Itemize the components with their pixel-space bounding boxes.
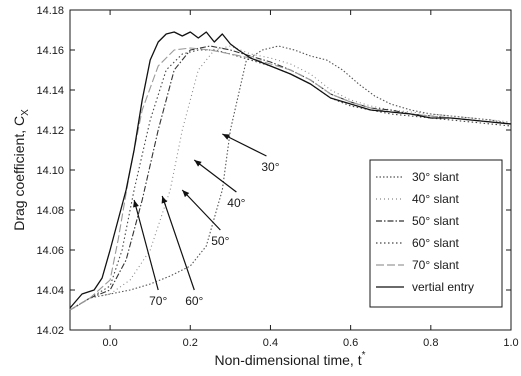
legend: 30° slant 40° slant 50° slant 60° slant 70° …: [369, 159, 503, 308]
x-tick-label: 0.2: [183, 337, 198, 349]
legend-box: [369, 159, 503, 308]
legend-label: 70° slant: [412, 258, 459, 272]
y-tick-label: 14.14: [36, 85, 64, 97]
y-tick-label: 14.18: [36, 5, 64, 17]
annotation-arrowhead: [133, 200, 139, 208]
y-tick-label: 14.10: [36, 165, 64, 177]
annotation-arrow-line: [133, 199, 159, 291]
x-axis-title: Non-dimensional time, t*: [215, 350, 366, 368]
annotation-arrow-line: [222, 133, 267, 157]
annotation-arrowhead: [194, 160, 202, 167]
x-tick-label: 0.4: [263, 337, 278, 349]
annotation-label: 60°: [185, 294, 203, 308]
annotation-arrow-line: [181, 189, 221, 231]
annotation-arrowhead: [222, 134, 230, 140]
annotation-arrowhead: [161, 196, 168, 204]
annotation-label: 50°: [211, 234, 229, 248]
y-axis-title: Drag coefficient, CX: [11, 109, 31, 231]
series-layer: [69, 31, 512, 311]
y-tick-label: 14.12: [36, 125, 64, 137]
y-axis-title-subscript: X: [20, 109, 31, 116]
annotation-label: 70°: [149, 294, 167, 308]
series-line-6: [69, 31, 512, 309]
y-tick-label: 14.16: [36, 45, 64, 57]
annotation-arrow-line: [161, 195, 195, 291]
legend-label: 30° slant: [412, 170, 459, 184]
x-axis-title-text: Non-dimensional time, t: [215, 352, 362, 368]
x-tick-label: 0.0: [102, 337, 117, 349]
legend-label: vertial entry: [412, 280, 474, 294]
legend-label: 60° slant: [412, 236, 459, 250]
y-tick-label: 14.08: [36, 205, 64, 217]
annotation-layer: 30° 40° 50° 60° 70°: [133, 133, 280, 308]
x-tick-label: 1.0: [503, 337, 518, 349]
y-tick-label: 14.04: [36, 285, 64, 297]
series-line-3: [69, 45, 512, 311]
annotation-arrowhead: [182, 190, 190, 198]
y-tick-label: 14.02: [36, 325, 64, 337]
legend-label: 40° slant: [412, 192, 459, 206]
x-axis-title-superscript: *: [362, 350, 366, 361]
axis-ticks: 0.0 0.2 0.4 0.6 0.8 1.0 14.02 14.04 14.06 14.08 14…: [36, 5, 518, 349]
x-tick-label: 0.8: [423, 337, 438, 349]
x-tick-label: 0.6: [343, 337, 358, 349]
series-line-5: [69, 47, 512, 311]
legend-label: 50° slant: [412, 214, 459, 228]
annotation-arrow-line: [193, 159, 237, 193]
annotation-label: 40°: [227, 196, 245, 210]
annotation-label: 30°: [261, 160, 279, 174]
y-tick-label: 14.06: [36, 245, 64, 257]
y-axis-title-text: Drag coefficient, C: [11, 116, 27, 231]
